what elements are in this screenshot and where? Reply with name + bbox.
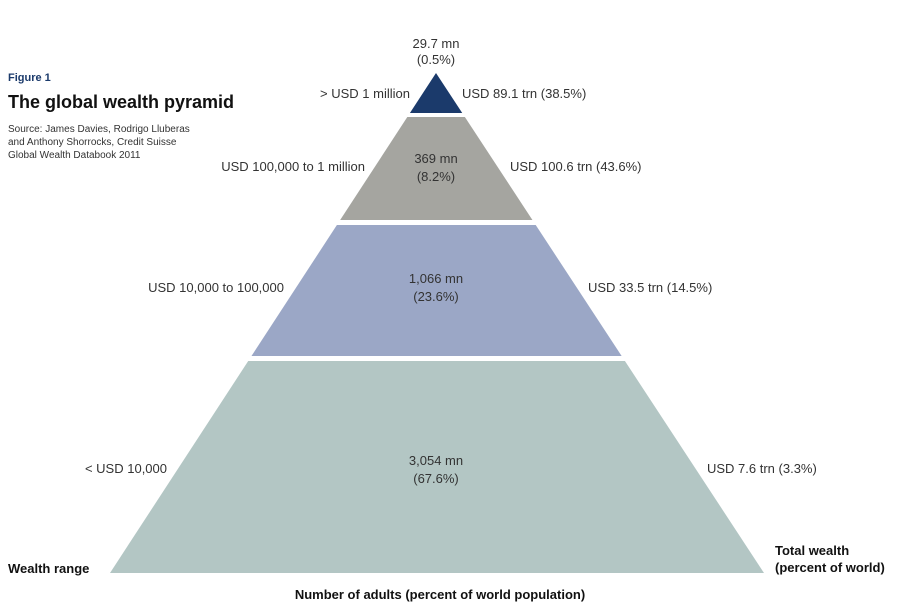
adults-share-label: (23.6%) xyxy=(413,289,459,304)
pyramid-tier-1 xyxy=(409,73,463,113)
wealth-range-label: > USD 1 million xyxy=(320,86,410,101)
adults-label: 29.7 mn xyxy=(413,36,460,51)
right-axis-label: Total wealth xyxy=(775,543,849,558)
pyramid-tier-4 xyxy=(110,361,764,573)
wealth-range-label: USD 10,000 to 100,000 xyxy=(148,280,284,295)
adults-share-label: (0.5%) xyxy=(417,52,455,67)
adults-label: 3,054 mn xyxy=(409,453,463,468)
adults-label: 1,066 mn xyxy=(409,271,463,286)
chart-title: The global wealth pyramid xyxy=(8,92,235,112)
wealth-range-label: USD 100,000 to 1 million xyxy=(221,159,365,174)
adults-label: 369 mn xyxy=(414,151,457,166)
bottom-axis-label: Number of adults (percent of world popul… xyxy=(295,587,585,602)
pyramid-tier-2 xyxy=(340,117,533,220)
total-wealth-label: USD 33.5 trn (14.5%) xyxy=(588,280,712,295)
source-line: Source: James Davies, Rodrigo Lluberas xyxy=(8,124,190,135)
source-note: Source: James Davies, Rodrigo Lluberas a… xyxy=(8,123,218,162)
source-line: Global Wealth Databook 2011 xyxy=(8,150,141,161)
total-wealth-label: USD 7.6 trn (3.3%) xyxy=(707,461,817,476)
left-axis-label: Wealth range xyxy=(8,561,89,576)
pyramid-tier-3 xyxy=(251,225,622,356)
source-line: and Anthony Shorrocks, Credit Suisse xyxy=(8,137,177,148)
total-wealth-label: USD 89.1 trn (38.5%) xyxy=(462,86,586,101)
total-wealth-label: USD 100.6 trn (43.6%) xyxy=(510,159,642,174)
right-axis-label: (percent of world) xyxy=(775,560,885,575)
wealth-range-label: < USD 10,000 xyxy=(85,461,167,476)
figure-label: Figure 1 xyxy=(8,72,51,84)
adults-share-label: (67.6%) xyxy=(413,471,459,486)
adults-share-label: (8.2%) xyxy=(417,169,455,184)
